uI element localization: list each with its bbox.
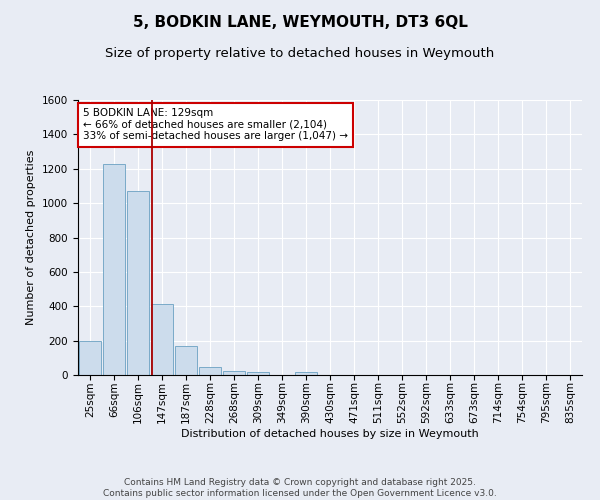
Bar xyxy=(295,372,317,375)
Bar xyxy=(79,340,101,375)
Bar xyxy=(127,191,149,375)
X-axis label: Distribution of detached houses by size in Weymouth: Distribution of detached houses by size … xyxy=(181,429,479,439)
Text: Contains HM Land Registry data © Crown copyright and database right 2025.
Contai: Contains HM Land Registry data © Crown c… xyxy=(103,478,497,498)
Bar xyxy=(103,164,125,375)
Text: 5, BODKIN LANE, WEYMOUTH, DT3 6QL: 5, BODKIN LANE, WEYMOUTH, DT3 6QL xyxy=(133,15,467,30)
Y-axis label: Number of detached properties: Number of detached properties xyxy=(26,150,37,325)
Text: Size of property relative to detached houses in Weymouth: Size of property relative to detached ho… xyxy=(106,48,494,60)
Bar xyxy=(151,304,173,375)
Bar xyxy=(223,370,245,375)
Bar xyxy=(175,346,197,375)
Text: 5 BODKIN LANE: 129sqm
← 66% of detached houses are smaller (2,104)
33% of semi-d: 5 BODKIN LANE: 129sqm ← 66% of detached … xyxy=(83,108,348,142)
Bar xyxy=(247,372,269,375)
Bar xyxy=(199,368,221,375)
